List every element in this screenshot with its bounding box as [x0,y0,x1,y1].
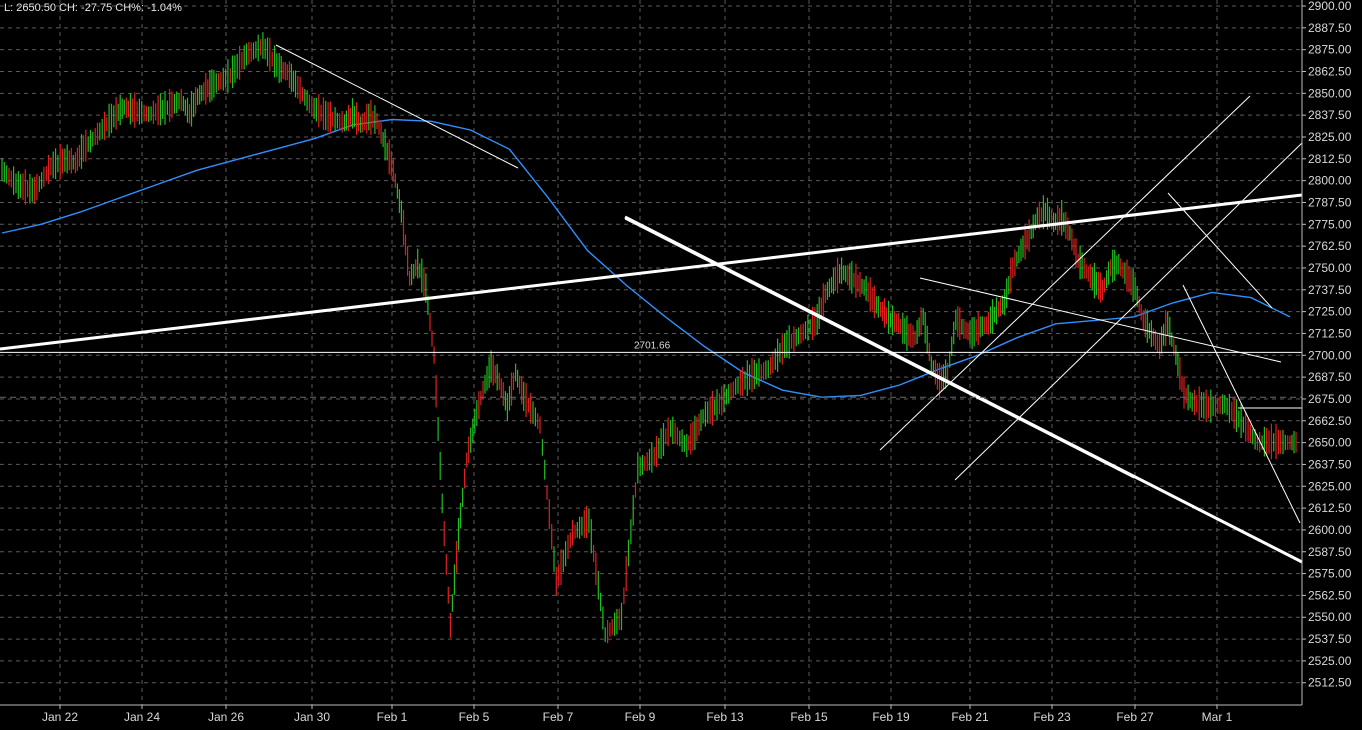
y-tick-label: 2775.00 [1308,217,1352,231]
y-tick-label: 2850.00 [1308,86,1352,100]
trendline [275,44,519,169]
x-tick-label: Feb 5 [459,710,490,724]
x-tick-label: Feb 7 [543,710,574,724]
y-tick-label: 2750.00 [1308,261,1352,275]
y-tick-label: 2625.00 [1308,479,1352,493]
x-tick-label: Mar 1 [1202,710,1233,724]
annotations: 2701.66 [0,340,1302,398]
y-tick-label: 2800.00 [1308,174,1352,188]
y-tick-label: 2575.00 [1308,567,1352,581]
y-tick-label: 2862.50 [1308,64,1352,78]
x-tick-label: Feb 13 [706,710,744,724]
y-tick-label: 2887.50 [1308,21,1352,35]
y-tick-label: 2712.50 [1308,326,1352,340]
y-tick-label: 2875.00 [1308,43,1352,57]
trendline [919,277,1282,363]
y-tick-label: 2837.50 [1308,108,1352,122]
y-tick-label: 2825.00 [1308,130,1352,144]
y-tick-label: 2762.50 [1308,239,1352,253]
y-tick-label: 2675.00 [1308,392,1352,406]
trendline [954,142,1303,481]
x-axis: Jan 22 Jan 24 Jan 26 Jan 30 Feb 1 Feb 5 Feb 7 F… [0,704,1302,724]
trendline [1167,192,1273,309]
y-tick-label: 2525.00 [1308,654,1352,668]
status-line: L: 2650.50 CH: -27.75 CH%: -1.04% [4,2,182,14]
x-tick-label: Jan 26 [208,710,244,724]
trendline [879,95,1251,451]
y-tick-label: 2687.50 [1308,370,1352,384]
price-bars [1,32,1297,644]
trendline [0,193,1303,351]
trendlines [0,44,1303,564]
x-tick-label: Feb 27 [1116,710,1154,724]
trendline [1182,284,1301,524]
y-tick-label: 2550.00 [1308,610,1352,624]
x-tick-label: Feb 19 [872,710,910,724]
x-tick-label: Feb 15 [790,710,828,724]
x-tick-label: Feb 23 [1033,710,1071,724]
y-tick-label: 2700.00 [1308,348,1352,362]
x-tick-label: Jan 22 [42,710,78,724]
y-tick-label: 2787.50 [1308,195,1352,209]
moving-average-path [1,118,1291,398]
x-tick-label: Jan 30 [294,710,330,724]
y-tick-label: 2512.50 [1308,676,1352,690]
x-tick-label: Jan 24 [124,710,160,724]
y-tick-label: 2650.00 [1308,436,1352,450]
y-tick-label: 2612.50 [1308,501,1352,515]
y-tick-label: 2725.00 [1308,305,1352,319]
y-axis: 2900.00 2887.50 2875.00 2862.50 2850.00 2837.… [1301,0,1352,705]
x-tick-label: Feb 1 [377,710,408,724]
y-tick-label: 2600.00 [1308,523,1352,537]
trendline [624,215,1303,564]
y-tick-label: 2587.50 [1308,545,1352,559]
x-tick-label: Feb 9 [625,710,656,724]
y-tick-label: 2562.50 [1308,588,1352,602]
y-tick-label: 2537.50 [1308,632,1352,646]
y-tick-label: 2662.50 [1308,414,1352,428]
y-tick-label: 2900.00 [1308,0,1352,13]
moving-average-line [1,118,1291,398]
y-tick-label: 2637.50 [1308,457,1352,471]
y-tick-label: 2737.50 [1308,283,1352,297]
x-tick-label: Feb 21 [951,710,989,724]
horizontal-level-label: 2701.66 [634,340,671,351]
y-tick-label: 2812.50 [1308,152,1352,166]
trendline [624,218,1135,479]
